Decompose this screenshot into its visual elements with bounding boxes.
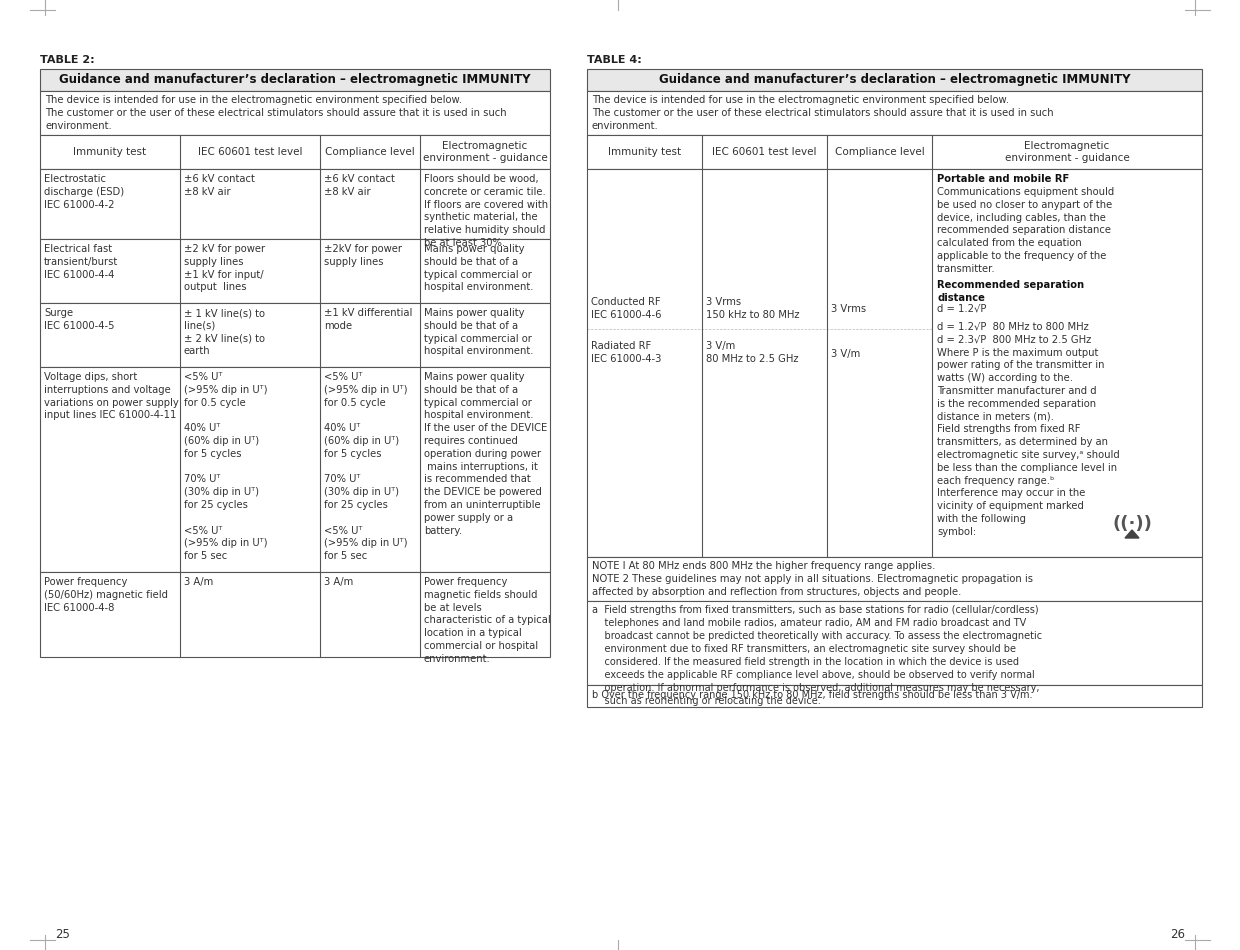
- Text: Voltage dips, short
interruptions and voltage
variations on power supply
input l: Voltage dips, short interruptions and vo…: [43, 372, 179, 421]
- Bar: [587, 169, 1202, 557]
- Bar: [587, 685, 1202, 707]
- Text: Compliance level: Compliance level: [325, 147, 415, 157]
- Text: Surge
IEC 61000-4-5: Surge IEC 61000-4-5: [43, 308, 114, 331]
- Text: Power frequency
(50/60Hz) magnetic field
IEC 61000-4-8: Power frequency (50/60Hz) magnetic field…: [43, 577, 167, 613]
- Text: Mains power quality
should be that of a
typical commercial or
hospital environme: Mains power quality should be that of a …: [424, 308, 533, 356]
- Bar: [587, 135, 1202, 169]
- Text: Compliance level: Compliance level: [835, 147, 924, 157]
- Bar: [40, 69, 551, 91]
- Text: Electrical fast
transient/burst
IEC 61000-4-4: Electrical fast transient/burst IEC 6100…: [43, 244, 118, 279]
- Text: The device is intended for use in the electromagnetic environment specified belo: The device is intended for use in the el…: [45, 95, 507, 131]
- Bar: [40, 367, 551, 572]
- Text: d = 1.2√P: d = 1.2√P: [937, 304, 986, 314]
- Text: 25: 25: [55, 928, 69, 941]
- Bar: [587, 91, 1202, 135]
- Text: Communications equipment should
be used no closer to anypart of the
device, incl: Communications equipment should be used …: [937, 187, 1115, 274]
- Text: 3 A/m: 3 A/m: [324, 577, 353, 587]
- Text: Electrostatic
discharge (ESD)
IEC 61000-4-2: Electrostatic discharge (ESD) IEC 61000-…: [43, 174, 124, 210]
- Bar: [40, 91, 551, 135]
- Text: IEC 60601 test level: IEC 60601 test level: [712, 147, 817, 157]
- Bar: [40, 572, 551, 657]
- Text: <5% Uᵀ
(>95% dip in Uᵀ)
for 0.5 cycle

40% Uᵀ
(60% dip in Uᵀ)
for 5 cycles

70% : <5% Uᵀ (>95% dip in Uᵀ) for 0.5 cycle 40…: [324, 372, 408, 561]
- Text: Guidance and manufacturer’s declaration – electromagnetic IMMUNITY: Guidance and manufacturer’s declaration …: [658, 73, 1130, 86]
- Bar: [40, 239, 551, 303]
- Text: ±2kV for power
supply lines: ±2kV for power supply lines: [324, 244, 402, 267]
- Text: Guidance and manufacturer’s declaration – electromagnetic IMMUNITY: Guidance and manufacturer’s declaration …: [60, 73, 531, 86]
- Text: Radiated RF
IEC 61000-4-3: Radiated RF IEC 61000-4-3: [591, 341, 661, 364]
- Text: Floors should be wood,
concrete or ceramic tile.
If floors are covered with
synt: Floors should be wood, concrete or ceram…: [424, 174, 548, 248]
- Text: Electromagnetic
environment - guidance: Electromagnetic environment - guidance: [1004, 141, 1130, 163]
- Text: d = 1.2√P  80 MHz to 800 MHz
d = 2.3√P  800 MHz to 2.5 GHz
Where P is the maximu: d = 1.2√P 80 MHz to 800 MHz d = 2.3√P 80…: [937, 322, 1120, 537]
- Text: 26: 26: [1171, 928, 1185, 941]
- Bar: [587, 601, 1202, 685]
- Text: ((·)): ((·)): [1112, 515, 1152, 533]
- Text: 3 V/m
80 MHz to 2.5 GHz: 3 V/m 80 MHz to 2.5 GHz: [706, 341, 799, 364]
- Polygon shape: [1125, 530, 1140, 538]
- Bar: [587, 557, 1202, 601]
- Text: b Over the frequency range 150 kHz to 80 MHz, field strengths should be less tha: b Over the frequency range 150 kHz to 80…: [591, 690, 1033, 700]
- Text: ±6 kV contact
±8 kV air: ±6 kV contact ±8 kV air: [324, 174, 394, 197]
- Text: Electromagnetic
environment - guidance: Electromagnetic environment - guidance: [423, 141, 547, 163]
- Text: Immunity test: Immunity test: [608, 147, 681, 157]
- Text: ±6 kV contact
±8 kV air: ±6 kV contact ±8 kV air: [184, 174, 255, 197]
- Text: 3 Vrms: 3 Vrms: [831, 304, 866, 314]
- Text: Immunity test: Immunity test: [73, 147, 146, 157]
- Text: TABLE 2:: TABLE 2:: [40, 55, 94, 65]
- Bar: [587, 69, 1202, 91]
- Text: IEC 60601 test level: IEC 60601 test level: [197, 147, 303, 157]
- Text: Portable and mobile RF: Portable and mobile RF: [937, 174, 1069, 184]
- Text: 3 Vrms
150 kHz to 80 MHz: 3 Vrms 150 kHz to 80 MHz: [706, 297, 800, 320]
- Text: a  Field strengths from fixed transmitters, such as base stations for radio (cel: a Field strengths from fixed transmitter…: [591, 605, 1042, 706]
- Text: NOTE I At 80 MHz ends 800 MHz the higher frequency range applies.
NOTE 2 These g: NOTE I At 80 MHz ends 800 MHz the higher…: [591, 561, 1033, 598]
- Text: ± 1 kV line(s) to
line(s)
± 2 kV line(s) to
earth: ± 1 kV line(s) to line(s) ± 2 kV line(s)…: [184, 308, 265, 356]
- Text: 3 A/m: 3 A/m: [184, 577, 213, 587]
- Text: TABLE 4:: TABLE 4:: [587, 55, 642, 65]
- Text: Mains power quality
should be that of a
typical commercial or
hospital environme: Mains power quality should be that of a …: [424, 244, 533, 293]
- Bar: [40, 169, 551, 239]
- Text: ±2 kV for power
supply lines
±1 kV for input/
output  lines: ±2 kV for power supply lines ±1 kV for i…: [184, 244, 265, 293]
- Bar: [40, 135, 551, 169]
- Text: Recommended separation
distance: Recommended separation distance: [937, 280, 1084, 303]
- Text: The device is intended for use in the electromagnetic environment specified belo: The device is intended for use in the el…: [591, 95, 1054, 131]
- Text: Conducted RF
IEC 61000-4-6: Conducted RF IEC 61000-4-6: [591, 297, 661, 320]
- Text: 3 V/m: 3 V/m: [831, 349, 861, 359]
- Text: Mains power quality
should be that of a
typical commercial or
hospital environme: Mains power quality should be that of a …: [424, 372, 547, 536]
- Text: ±1 kV differential
mode: ±1 kV differential mode: [324, 308, 413, 331]
- Text: Power frequency
magnetic fields should
be at levels
characteristic of a typical
: Power frequency magnetic fields should b…: [424, 577, 551, 664]
- Bar: [40, 303, 551, 367]
- Text: <5% Uᵀ
(>95% dip in Uᵀ)
for 0.5 cycle

40% Uᵀ
(60% dip in Uᵀ)
for 5 cycles

70% : <5% Uᵀ (>95% dip in Uᵀ) for 0.5 cycle 40…: [184, 372, 268, 561]
